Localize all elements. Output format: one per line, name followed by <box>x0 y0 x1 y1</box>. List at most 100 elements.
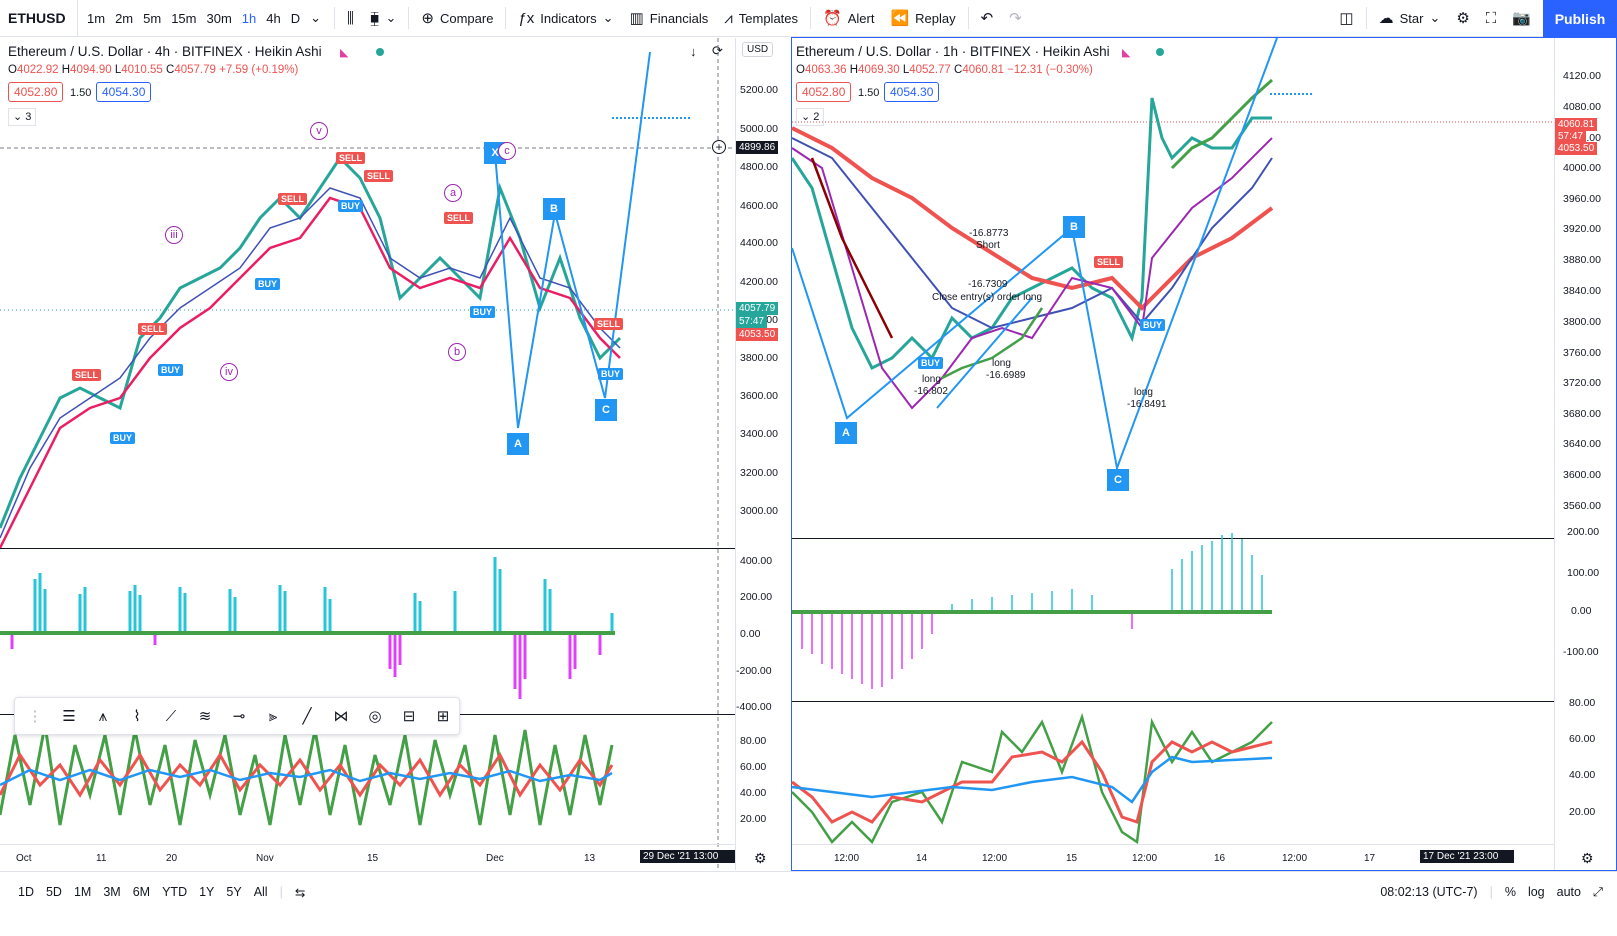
indicator-collapse-button[interactable]: ⌄ 3 <box>8 108 37 126</box>
bid-price-tag: 4053.50 <box>736 328 779 341</box>
divider <box>810 7 812 29</box>
candles-button[interactable]: ⧯ ⌄ <box>362 0 404 37</box>
marker-c[interactable]: C <box>595 399 617 421</box>
short-position-icon[interactable]: ⊞ <box>436 708 450 725</box>
interval-2m[interactable]: 2m <box>115 10 134 26</box>
range-6m[interactable]: 6M <box>132 885 151 899</box>
countdown-tag: 57:47 <box>1555 130 1587 143</box>
interval-1h[interactable]: 1h <box>241 10 257 26</box>
horizontal-ray-icon[interactable]: ⊸ <box>232 708 246 725</box>
crosshair-add-icon[interactable]: + <box>712 140 726 154</box>
fullscreen-button[interactable]: ⛶ <box>1478 0 1505 37</box>
currency-selector[interactable]: USD <box>742 42 774 57</box>
symbol-search[interactable]: ETHUSD <box>0 0 78 37</box>
last-price-tag: 4060.81 <box>1555 118 1598 131</box>
right-price-axis[interactable]: 4120.00 4080.00 4040.00 4000.00 3960.00 … <box>1554 38 1616 870</box>
percent-toggle[interactable]: % <box>1504 885 1516 899</box>
range-1m[interactable]: 1M <box>73 885 92 899</box>
right-oscillator-plot <box>792 533 1272 689</box>
long-position-icon[interactable]: ⊟ <box>402 708 416 725</box>
publish-button[interactable]: Publish <box>1543 0 1617 37</box>
refresh-icon[interactable]: ⟳ <box>712 43 723 58</box>
wave-label-iii: iii <box>165 226 183 244</box>
drag-handle-icon[interactable]: ⋮ <box>27 708 43 725</box>
pane-divider[interactable] <box>792 701 1554 702</box>
rsi-label: 80.00 <box>740 735 767 747</box>
auto-toggle[interactable]: auto <box>1556 885 1581 899</box>
right-time-axis[interactable]: 12:00 14 12:00 15 12:00 16 12:00 17 17 D… <box>792 844 1554 870</box>
wave-label-b: b <box>448 343 466 361</box>
price-label: 3640.00 <box>1563 438 1601 450</box>
replay-button[interactable]: ⏪ Replay <box>882 0 963 37</box>
left-price-axis[interactable]: USD 5200.00 5000.00 4800.00 4600.00 4400… <box>735 38 790 870</box>
interval-5m[interactable]: 5m <box>143 10 162 26</box>
range-5y[interactable]: 5Y <box>226 885 242 899</box>
indicator-collapse-button[interactable]: ⌄ 2 <box>796 108 825 126</box>
marker-a[interactable]: A <box>835 422 857 444</box>
marker-b[interactable]: B <box>543 198 565 220</box>
chevron-down-icon[interactable]: ⌄ <box>310 10 322 25</box>
financials-button[interactable]: ▥ Financials <box>622 0 717 37</box>
layout-button[interactable]: ◫ <box>1331 0 1361 37</box>
rsi-label: 20.00 <box>1569 806 1596 818</box>
trendline-icon[interactable]: ⟋ <box>165 707 177 725</box>
chart-type-button[interactable]: ⫼ <box>339 0 362 37</box>
arrow-down-icon[interactable]: ↓ <box>690 44 697 59</box>
range-ytd[interactable]: YTD <box>162 885 188 899</box>
range-1d[interactable]: 1D <box>18 885 34 899</box>
osc-label: 100.00 <box>1567 567 1600 579</box>
gear-icon[interactable]: ⚙ <box>754 850 767 866</box>
range-3m[interactable]: 3M <box>103 885 121 899</box>
settings-button[interactable]: ⚙ <box>1448 0 1477 37</box>
divider <box>408 7 410 29</box>
gear-icon[interactable]: ⚙ <box>1581 850 1594 866</box>
left-time-axis[interactable]: Oct 11 20 Nov 15 Dec 13 29 Dec '21 13:00 <box>0 844 735 870</box>
chevron-down-icon: ⌄ <box>602 10 614 25</box>
xabcd-icon[interactable]: ⋈ <box>333 708 349 725</box>
pattern-icon[interactable]: ⩚ <box>98 707 108 725</box>
interval-4h[interactable]: 4h <box>266 10 281 26</box>
pane-divider[interactable] <box>0 548 735 549</box>
buy-signal: BUY <box>598 368 624 380</box>
fib-icon[interactable]: ≋ <box>198 708 212 725</box>
rsi-label: 40.00 <box>740 787 767 799</box>
ohlc-change: −12.31 (−0.30%) <box>1007 64 1093 76</box>
plus-circle-icon: ⊕ <box>421 10 434 27</box>
expand-icon[interactable]: ⤢ <box>1592 884 1603 899</box>
range-5d[interactable]: 5D <box>45 885 62 899</box>
spiral-icon[interactable]: ◎ <box>368 708 382 725</box>
marker-b[interactable]: B <box>1063 216 1085 238</box>
pane-divider[interactable] <box>792 538 1554 539</box>
flag-icon[interactable]: ◣ <box>340 47 349 59</box>
interval-1m[interactable]: 1m <box>87 10 106 26</box>
interval-30m[interactable]: 30m <box>206 10 232 26</box>
redo-button[interactable]: ↷ <box>1001 0 1030 37</box>
range-all[interactable]: All <box>253 885 268 899</box>
snapshot-button[interactable]: 📷 <box>1504 0 1539 37</box>
compare-button[interactable]: ⊕ Compare <box>413 0 501 37</box>
range-1y[interactable]: 1Y <box>199 885 215 899</box>
clock[interactable]: 08:02:13 (UTC-7) <box>1380 885 1478 899</box>
left-chart[interactable]: Ethereum / U.S. Dollar · 4h · BITFINEX ·… <box>0 38 790 870</box>
sell-price-box[interactable]: 4052.80 <box>8 82 64 102</box>
buy-price-box[interactable]: 4054.30 <box>884 82 940 102</box>
undo-button[interactable]: ↶ <box>973 0 1002 37</box>
marker-c[interactable]: C <box>1107 469 1129 491</box>
right-chart[interactable]: Ethereum / U.S. Dollar · 1h · BITFINEX ·… <box>790 37 1616 870</box>
go-to-date-icon[interactable]: ⇆ <box>294 885 306 900</box>
flag-icon[interactable]: ◣ <box>1122 47 1131 59</box>
log-toggle[interactable]: log <box>1527 885 1545 899</box>
templates-button[interactable]: ⩘ Templates <box>716 0 806 37</box>
star-button[interactable]: ☁ Star ⌄ <box>1371 0 1449 37</box>
price-range-icon[interactable]: ⫸ <box>268 707 278 725</box>
alert-button[interactable]: ⏰ Alert <box>815 0 882 37</box>
buy-price-box[interactable]: 4054.30 <box>96 82 152 102</box>
elliott-wave-icon[interactable]: ⌇ <box>133 708 141 725</box>
interval-d[interactable]: D <box>290 10 301 26</box>
ray-icon[interactable]: ╱ <box>302 708 312 725</box>
marker-a[interactable]: A <box>507 433 529 455</box>
lines-icon[interactable]: ☰ <box>62 708 76 725</box>
interval-15m[interactable]: 15m <box>171 10 197 26</box>
indicators-button[interactable]: ƒx Indicators ⌄ <box>510 0 621 37</box>
sell-price-box[interactable]: 4052.80 <box>796 82 852 102</box>
